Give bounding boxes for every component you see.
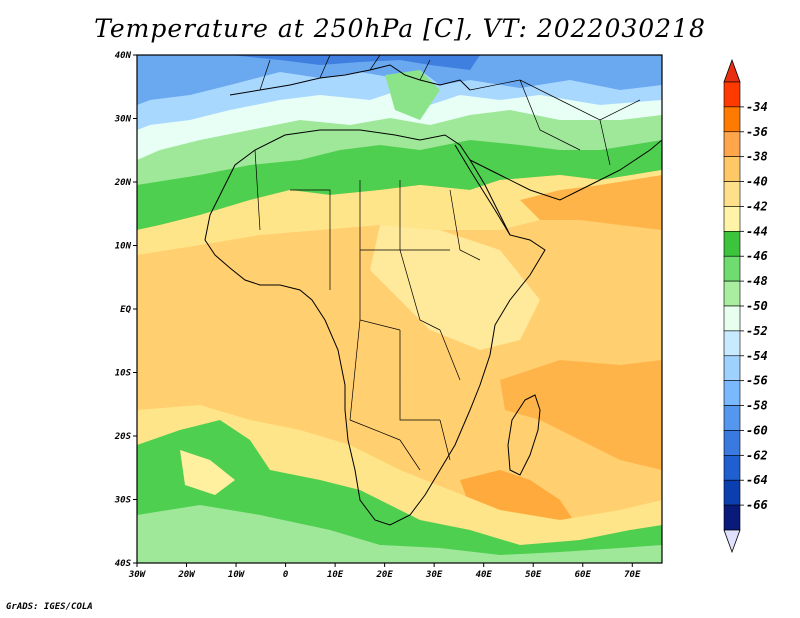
lat-tick-label: 30S: [114, 496, 132, 506]
field-yellow-band: [137, 170, 662, 255]
colorbar-swatch: [723, 181, 741, 207]
colorbar-swatch: [723, 231, 741, 257]
lon-tick-label: 20E: [376, 570, 394, 580]
colorbar-top-arrow: [723, 58, 741, 83]
colorbar-label: -36: [746, 125, 768, 139]
colorbar-swatch: [723, 330, 741, 357]
colorbar-label: -40: [746, 175, 768, 189]
colorbar-label: -44: [746, 224, 768, 238]
colorbar-label: -38: [746, 150, 768, 164]
colorbar-swatch: [723, 305, 741, 332]
lat-tick-label: 20S: [114, 432, 132, 442]
colorbar-swatch: [723, 255, 741, 282]
colorbar-bottom-arrow: [723, 529, 741, 554]
lon-tick-label: 30E: [425, 570, 443, 580]
colorbar-swatch: [723, 206, 741, 232]
africa-coastline: [204, 129, 546, 526]
lon-tick-label: 50E: [525, 570, 542, 580]
colorbar-swatch: [723, 405, 741, 431]
europe-asia-borders: [259, 55, 641, 166]
lon-tick-label: 0: [283, 570, 289, 580]
colorbar-label: -66: [746, 498, 768, 512]
arabia-coastline: [469, 139, 662, 201]
internal-borders: [254, 149, 481, 471]
latitude-axis: 40N 30N 20N 10N EQ 10S 20S 30S 40S: [114, 51, 137, 569]
field-southern-yellow-patch: [180, 450, 235, 495]
colorbar-swatch: [723, 355, 741, 381]
colorbar-label: -52: [746, 324, 768, 338]
lon-tick-label: 60E: [575, 570, 592, 580]
colorbar-label: -50: [746, 299, 768, 313]
colorbar-swatch: [723, 504, 741, 531]
lon-tick-label: 20W: [177, 570, 196, 580]
colorbar-swatch: [723, 156, 741, 182]
field-aegean-green: [385, 70, 440, 120]
colorbar-label: -46: [746, 249, 768, 263]
madagascar-coastline: [507, 394, 541, 476]
field-east-yellow: [370, 225, 540, 350]
colorbar-swatch: [723, 430, 741, 456]
field-southern-lightgreen: [137, 505, 662, 563]
longitude-axis: 30W 20W 10W 0 10E 20E 30E 40E 50E 60E 70E: [128, 563, 641, 580]
grads-credit: GrADS: IGES/COLA: [6, 602, 93, 612]
colorbar-legend: -34 -36 -38 -40 -42 -44 -46 -48 -50 -52 -54 -56 -58 -…: [723, 58, 768, 554]
colorbar-label: -64: [746, 473, 768, 487]
colorbar-swatch: [723, 280, 741, 307]
field-orange-arabia: [520, 175, 662, 230]
colorbar-label: -48: [746, 274, 768, 288]
lat-tick-label: 40S: [115, 559, 132, 569]
colorbar-swatch: [723, 380, 741, 406]
temperature-field: [137, 55, 662, 563]
red-sea-coast: [454, 144, 511, 236]
lon-tick-label: 40E: [476, 570, 493, 580]
lat-tick-label: 40N: [115, 51, 132, 61]
colorbar-swatch: [723, 131, 741, 157]
lon-tick-label: 10E: [327, 570, 344, 580]
lat-tick-label: 10N: [115, 242, 132, 252]
lat-tick-label: 30N: [114, 115, 132, 125]
field-northern-darkblue: [230, 55, 480, 70]
chart-title: Temperature at 250hPa [C], VT: 202203021…: [94, 14, 706, 43]
colorbar-label: -34: [746, 100, 768, 114]
colorbar-swatch: [723, 106, 741, 133]
colorbar-label: -62: [746, 448, 768, 462]
lon-tick-label: 30W: [128, 570, 147, 580]
lat-tick-label: 20N: [114, 178, 132, 188]
lon-tick-label: 10W: [228, 570, 246, 580]
colorbar-swatch: [723, 479, 741, 506]
colorbar-label: -42: [746, 199, 768, 213]
field-northern-blue: [137, 55, 662, 105]
colorbar-swatch: [723, 455, 741, 481]
colorbar-label: -58: [746, 399, 768, 413]
mediterranean-north-coast: [229, 64, 471, 96]
coastlines: [204, 55, 662, 526]
field-orange-indian: [500, 360, 662, 470]
lon-tick-label: 70E: [624, 570, 641, 580]
colorbar-label: -54: [746, 349, 768, 363]
colorbar-swatch: [723, 81, 741, 108]
lat-tick-label: 10S: [115, 369, 132, 379]
lat-tick-label: EQ: [120, 305, 131, 315]
colorbar-label: -56: [746, 374, 768, 388]
colorbar-label: -60: [746, 423, 768, 437]
